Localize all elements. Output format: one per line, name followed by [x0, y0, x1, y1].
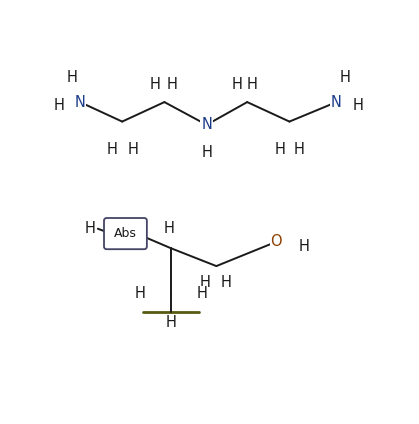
Text: H: H — [232, 77, 243, 92]
Text: H: H — [221, 275, 232, 290]
Text: H: H — [107, 142, 118, 157]
Text: H: H — [339, 70, 350, 85]
Text: H: H — [67, 70, 77, 85]
Text: H: H — [352, 98, 363, 113]
Text: N: N — [201, 117, 212, 132]
Text: N: N — [331, 95, 342, 109]
Text: H: H — [201, 145, 212, 160]
Text: H: H — [134, 286, 145, 301]
FancyBboxPatch shape — [104, 218, 147, 249]
Text: H: H — [274, 142, 285, 157]
Text: H: H — [54, 98, 64, 113]
Text: O: O — [271, 234, 282, 249]
Text: H: H — [247, 77, 258, 92]
Text: H: H — [128, 142, 139, 157]
Text: H: H — [167, 77, 178, 92]
Text: H: H — [197, 286, 207, 301]
Text: H: H — [164, 221, 175, 236]
Text: H: H — [299, 239, 310, 254]
Text: H: H — [199, 275, 210, 290]
Text: H: H — [84, 221, 95, 236]
Text: Abs: Abs — [114, 227, 137, 240]
Text: H: H — [294, 142, 305, 157]
Text: H: H — [166, 315, 176, 330]
Text: N: N — [75, 95, 85, 109]
Text: H: H — [149, 77, 160, 92]
